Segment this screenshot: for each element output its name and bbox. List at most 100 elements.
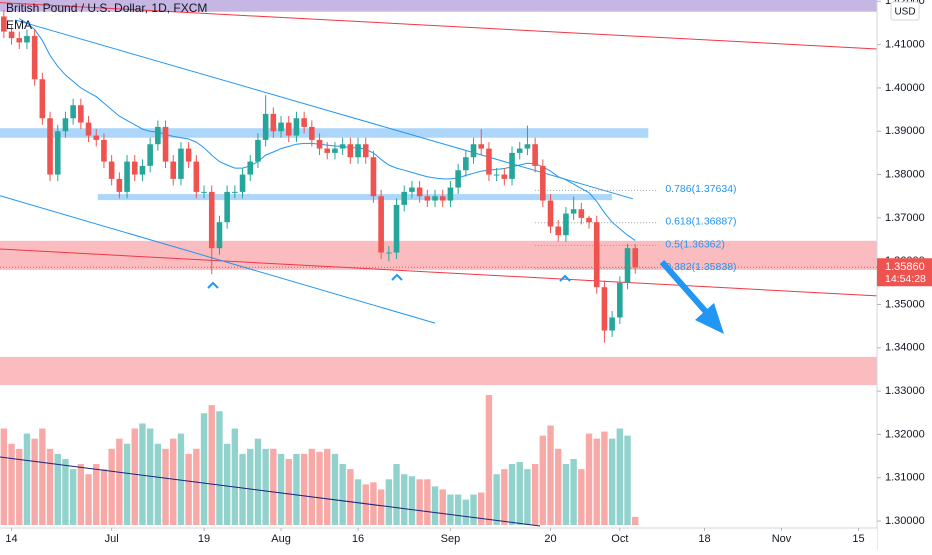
candle-body xyxy=(416,187,423,197)
volume-bar xyxy=(408,476,416,525)
volume-bar xyxy=(300,453,308,525)
volume-bar xyxy=(385,479,393,525)
candle-body xyxy=(108,161,115,179)
candle-body xyxy=(632,248,639,268)
candle-body xyxy=(255,139,261,162)
currency-box[interactable] xyxy=(890,1,920,21)
candle-body xyxy=(555,226,562,236)
candle-body xyxy=(570,209,577,214)
candle-body xyxy=(355,144,361,158)
volume-bar xyxy=(100,469,108,525)
volume-bar xyxy=(424,479,431,525)
volume-bar xyxy=(123,443,131,525)
volume-bar xyxy=(508,464,516,525)
candle-body xyxy=(309,126,315,140)
volume-bar xyxy=(431,486,439,525)
candle-body xyxy=(208,191,215,249)
candle-body xyxy=(501,174,508,179)
candle-body xyxy=(131,161,138,175)
candle-body xyxy=(339,144,346,149)
candle-body xyxy=(586,217,592,223)
candle-body xyxy=(247,161,254,175)
x-tick-label: 16 xyxy=(352,533,364,545)
candle-body xyxy=(609,317,615,331)
volume-bar xyxy=(208,405,215,525)
candle-body xyxy=(54,131,61,175)
candle-body xyxy=(216,222,223,249)
candle-body xyxy=(470,144,477,158)
volume-bar xyxy=(62,458,69,525)
fib-label: 0.618(1.36887) xyxy=(665,216,736,228)
volume-bar xyxy=(377,489,385,525)
volume-pane xyxy=(0,395,639,525)
candle-body xyxy=(432,196,438,201)
candle-body xyxy=(239,174,246,192)
candle-body xyxy=(24,35,30,43)
arrow-head xyxy=(695,303,724,334)
chevrons xyxy=(207,273,571,289)
arrow xyxy=(659,260,724,334)
volume-bar xyxy=(547,425,554,525)
candle-body xyxy=(447,187,454,201)
candle-body xyxy=(370,157,377,197)
chevron xyxy=(559,274,571,282)
volume-bar xyxy=(200,413,208,525)
volume-trendline xyxy=(0,456,541,527)
volume-bar xyxy=(562,464,570,525)
candle-body xyxy=(224,191,230,223)
y-tick-label: 1.38000 xyxy=(885,168,925,180)
volume-bar xyxy=(601,431,608,525)
arrow-shaft xyxy=(659,260,710,315)
candle-body xyxy=(101,139,107,162)
volume-bar xyxy=(277,453,285,525)
candle-body xyxy=(409,187,415,192)
trendline xyxy=(0,248,878,297)
candle-body xyxy=(617,282,623,318)
candle-body xyxy=(509,152,515,179)
candle-body xyxy=(316,139,323,149)
candle-body xyxy=(31,35,38,80)
candle-body xyxy=(332,148,338,153)
candle-body xyxy=(401,191,408,205)
chart-title: British Pound / U.S. Dollar, 1D, FXCM xyxy=(6,1,207,15)
volume-bar xyxy=(85,474,92,525)
candle-body xyxy=(16,38,23,43)
volume-bar xyxy=(447,494,454,525)
volume-bar xyxy=(93,464,100,525)
volume-bar xyxy=(324,448,331,525)
volume-bar xyxy=(293,453,300,525)
y-tick-label: 1.35000 xyxy=(885,298,925,310)
volume-bar xyxy=(8,443,15,525)
y-tick-label: 1.32000 xyxy=(885,428,925,440)
x-tick-label: 18 xyxy=(698,533,710,545)
volume-bar xyxy=(223,443,231,525)
candle-body xyxy=(155,126,161,145)
volume-bar xyxy=(585,433,593,525)
volume-bar xyxy=(632,516,639,525)
volume-bar xyxy=(624,435,631,525)
volume-bar xyxy=(0,428,8,525)
fib-label: 0.382(1.35838) xyxy=(665,261,736,273)
volume-bar xyxy=(308,448,316,525)
volume-bar xyxy=(439,489,446,525)
x-tick-label: Sep xyxy=(441,533,461,545)
zones xyxy=(0,0,877,386)
volume-bar xyxy=(31,438,38,525)
volume-bar xyxy=(170,438,177,525)
zone xyxy=(0,240,877,270)
volume-bar xyxy=(570,458,577,525)
candle-body xyxy=(578,209,585,218)
candle-body xyxy=(139,165,146,175)
volume-bar xyxy=(39,428,46,525)
volume-bar xyxy=(177,433,185,525)
candle-body xyxy=(463,157,469,171)
volume-bar xyxy=(593,438,600,525)
time-axis-bg xyxy=(0,528,877,550)
x-tick-label: Aug xyxy=(271,533,291,545)
candle-body xyxy=(47,118,53,175)
volume-bar xyxy=(16,448,23,525)
x-tick-label: Nov xyxy=(772,533,792,545)
volume-bar xyxy=(555,448,562,525)
